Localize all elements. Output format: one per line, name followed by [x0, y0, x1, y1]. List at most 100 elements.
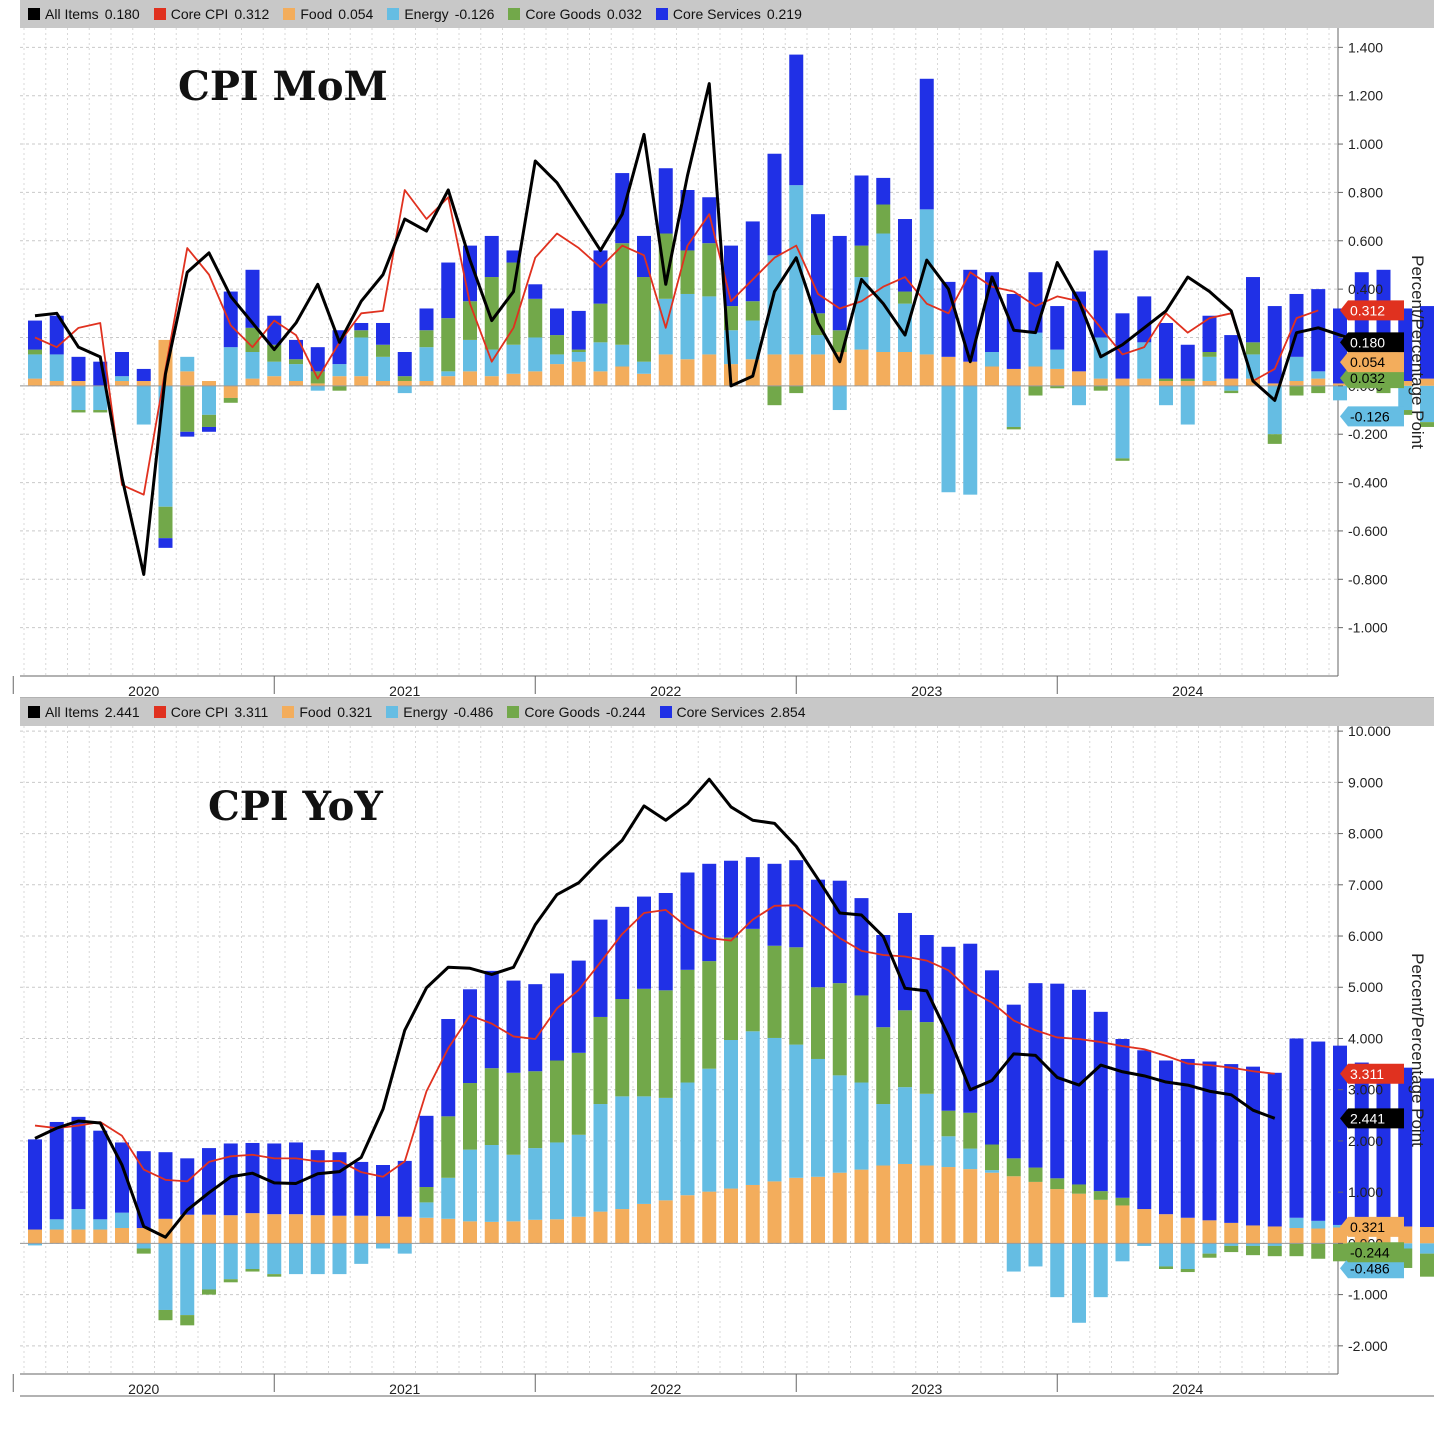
grid: [20, 28, 1338, 676]
bar-segment-core-goods: [463, 301, 477, 340]
legend-name: All Items: [45, 704, 99, 720]
legend-value: 2.441: [104, 704, 140, 720]
bar-segment-food: [832, 1172, 847, 1244]
bar-segment-food: [1072, 1193, 1086, 1244]
bar-segment-core-goods: [1311, 385, 1326, 394]
bar-segment-energy: [354, 337, 369, 377]
bar-segment-food: [876, 1165, 891, 1244]
bar-segment-food: [1246, 1225, 1260, 1244]
bar-segment-food: [528, 1219, 543, 1244]
bar-segment-energy: [419, 347, 434, 382]
bar-segment-energy: [1028, 332, 1043, 367]
x-tick-label: 2020: [128, 683, 159, 698]
bar-segment-core-services: [158, 1152, 173, 1219]
bar-segment-energy: [1202, 356, 1217, 382]
bar-segment-food: [571, 1216, 586, 1244]
bar-segment-core-services: [71, 1116, 86, 1210]
legend-name: Core Services: [676, 704, 765, 720]
bar-segment-energy: [1072, 385, 1086, 406]
bar-segment-core-goods: [919, 1022, 934, 1094]
bar-segment-core-goods: [1376, 385, 1391, 394]
bar-segment-food: [658, 354, 673, 386]
bar-segment-energy: [1224, 1243, 1239, 1246]
bar-segment-core-goods: [789, 385, 804, 394]
bar-segment-core-goods: [963, 1112, 978, 1149]
value-tag: 0.312: [1340, 300, 1404, 321]
bar-segment-core-goods: [593, 303, 608, 343]
bar-segment-food: [1115, 1205, 1130, 1244]
bar-segment-energy: [506, 1154, 521, 1222]
bar-segment-energy: [397, 385, 412, 394]
bar-segment-food: [832, 352, 847, 386]
bar-segment-food: [1333, 1227, 1347, 1244]
bar-segment-energy: [745, 320, 760, 360]
value-tag-label: -0.244: [1350, 1244, 1390, 1260]
bar-segment-core-services: [376, 322, 390, 345]
value-tag-label: 3.311: [1350, 1066, 1384, 1082]
bar-segment-food: [615, 1209, 630, 1244]
y-tick-label: 0.600: [1348, 233, 1383, 249]
bar-segment-energy: [702, 296, 717, 355]
bar-segment-core-goods: [1289, 385, 1304, 396]
legend-name: Core Services: [672, 6, 761, 22]
bar-segment-energy: [354, 1243, 369, 1264]
bar-segment-energy: [876, 1104, 891, 1166]
bar-segment-food: [1289, 381, 1304, 386]
chart-title: CPI MoM: [178, 63, 388, 110]
bar-segment-food: [941, 1167, 956, 1244]
bar-segment-core-goods: [1050, 385, 1065, 389]
legend-item: Core Goods -0.244: [507, 704, 646, 720]
bar-segment-energy: [419, 1202, 434, 1218]
bar-segment-core-goods: [202, 414, 216, 427]
bar-segment-food: [1093, 1199, 1108, 1244]
bar-segment-food: [1050, 368, 1065, 386]
bar-segment-food: [28, 378, 42, 386]
x-tick-label: 2023: [911, 683, 942, 698]
bar-segment-core-services: [528, 984, 543, 1072]
legend-name: Core CPI: [170, 704, 229, 720]
y-tick-label: 1.200: [1348, 88, 1383, 104]
bar-segment-energy: [571, 1134, 586, 1217]
legend-name: Energy: [403, 704, 448, 720]
bar-segment-core-services: [919, 78, 934, 210]
bar-segment-core-services: [354, 322, 369, 331]
y-tick-label: -0.600: [1348, 523, 1388, 539]
y-tick-label: 0.800: [1348, 184, 1383, 200]
value-tag-label: 0.321: [1350, 1219, 1385, 1235]
bar-segment-core-services: [571, 960, 586, 1053]
bar-segment-food: [898, 1163, 912, 1244]
bar-segment-core-goods: [637, 277, 651, 362]
chart-title: CPI YoY: [208, 783, 383, 830]
bar-segment-core-goods: [71, 410, 86, 413]
bar-segment-food: [767, 354, 782, 386]
bar-segment-energy: [898, 303, 912, 352]
bar-segment-core-goods: [1224, 390, 1239, 394]
bar-segment-food: [180, 371, 195, 386]
bar-segment-core-goods: [1006, 1158, 1021, 1177]
bar-segment-core-services: [1398, 1067, 1413, 1227]
bar-segment-core-goods: [1267, 1245, 1282, 1257]
bar-segment-core-goods: [1333, 1243, 1347, 1262]
bar-segment-core-goods: [702, 243, 717, 297]
bar-segment-energy: [93, 1219, 108, 1230]
bar-segment-food: [506, 373, 521, 386]
bar-segment-core-services: [245, 269, 260, 328]
bar-segment-energy: [615, 344, 630, 367]
bar-segment-core-goods: [1050, 1178, 1065, 1190]
bar-segment-energy: [1180, 1243, 1195, 1269]
legend-value: 3.311: [234, 704, 269, 720]
bar-segment-core-goods: [898, 1010, 912, 1088]
bar-segment-core-goods: [419, 330, 434, 348]
bar-segment-core-services: [528, 284, 543, 299]
bar-segment-food: [49, 381, 64, 386]
bar-segment-food: [941, 356, 956, 386]
mom-legend: All Items 0.180 Core CPI 0.312 Food 0.054 Ener…: [20, 0, 1434, 28]
legend-value: -0.244: [605, 704, 646, 720]
bar-segment-energy: [1115, 385, 1130, 459]
bar-segment-food: [767, 1181, 782, 1244]
y-axis-label: Percent/Percentage Point: [1408, 255, 1427, 449]
bar-segment-core-services: [93, 1130, 108, 1220]
bar-segment-core-goods: [441, 1116, 456, 1178]
bar-segment-core-goods: [593, 1016, 608, 1105]
bar-segment-energy: [724, 1040, 738, 1189]
